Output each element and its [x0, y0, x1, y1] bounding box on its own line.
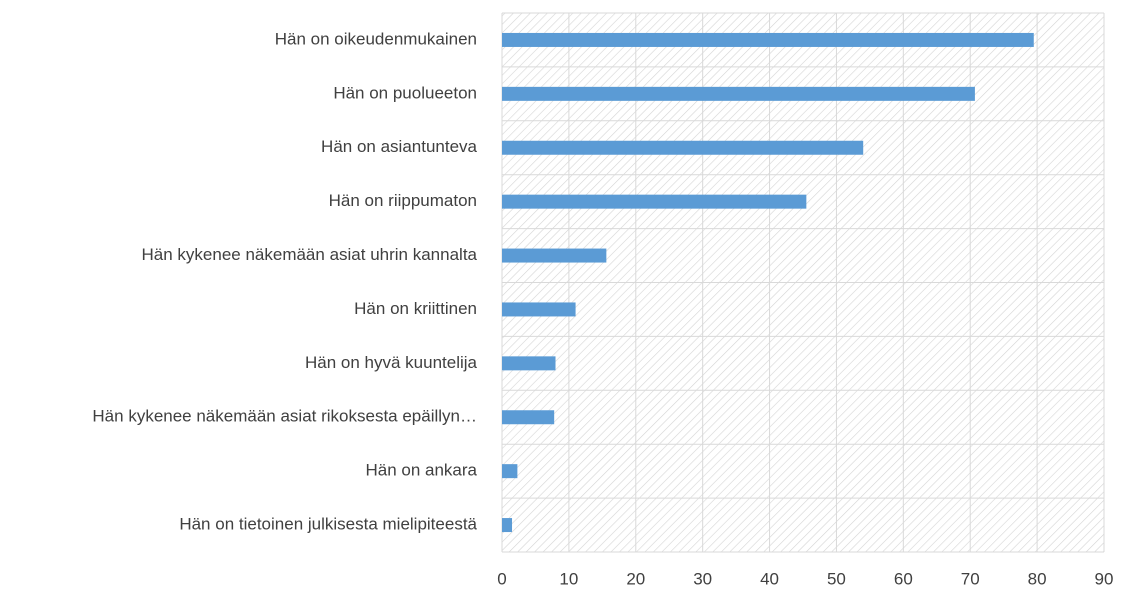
x-tick-label: 20: [626, 569, 645, 588]
bar: [502, 194, 807, 209]
x-tick-label: 60: [894, 569, 913, 588]
bar: [502, 410, 555, 425]
bar: [502, 356, 556, 371]
x-tick-label: 70: [961, 569, 980, 588]
bar: [502, 302, 576, 317]
y-tick-label: Hän on oikeudenmukainen: [275, 29, 477, 48]
bar: [502, 464, 518, 479]
x-tick-label: 40: [760, 569, 779, 588]
y-tick-label: Hän on kriittinen: [354, 299, 477, 318]
bar: [502, 518, 513, 533]
y-tick-label: Hän on asiantunteva: [321, 137, 477, 156]
x-tick-label: 0: [497, 569, 506, 588]
bar: [502, 86, 975, 101]
x-tick-label: 80: [1028, 569, 1047, 588]
y-tick-label: Hän on tietoinen julkisesta mielipiteest…: [179, 515, 477, 534]
y-tick-label: Hän kykenee näkemään asiat rikoksesta ep…: [92, 407, 477, 426]
bar: [502, 32, 1034, 47]
bar: [502, 248, 607, 263]
x-tick-label: 30: [693, 569, 712, 588]
y-tick-label: Hän on ankara: [365, 461, 477, 480]
x-tick-label: 10: [559, 569, 578, 588]
y-tick-label: Hän on riippumaton: [329, 191, 477, 210]
x-tick-label: 90: [1095, 569, 1114, 588]
x-tick-label: 50: [827, 569, 846, 588]
y-tick-label: Hän on hyvä kuuntelija: [305, 353, 478, 372]
y-tick-label: Hän on puolueeton: [333, 83, 477, 102]
y-tick-label: Hän kykenee näkemään asiat uhrin kannalt…: [142, 245, 478, 264]
bar: [502, 140, 864, 155]
